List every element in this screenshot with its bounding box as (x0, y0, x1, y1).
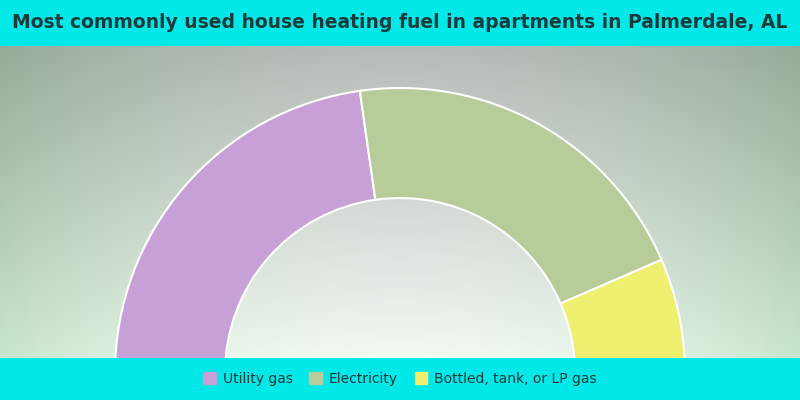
Text: City-Data.com: City-Data.com (681, 58, 760, 68)
Wedge shape (360, 88, 662, 304)
Legend: Utility gas, Electricity, Bottled, tank, or LP gas: Utility gas, Electricity, Bottled, tank,… (198, 366, 602, 392)
Wedge shape (115, 91, 375, 373)
Wedge shape (561, 260, 685, 373)
Text: Most commonly used house heating fuel in apartments in Palmerdale, AL: Most commonly used house heating fuel in… (12, 14, 788, 32)
